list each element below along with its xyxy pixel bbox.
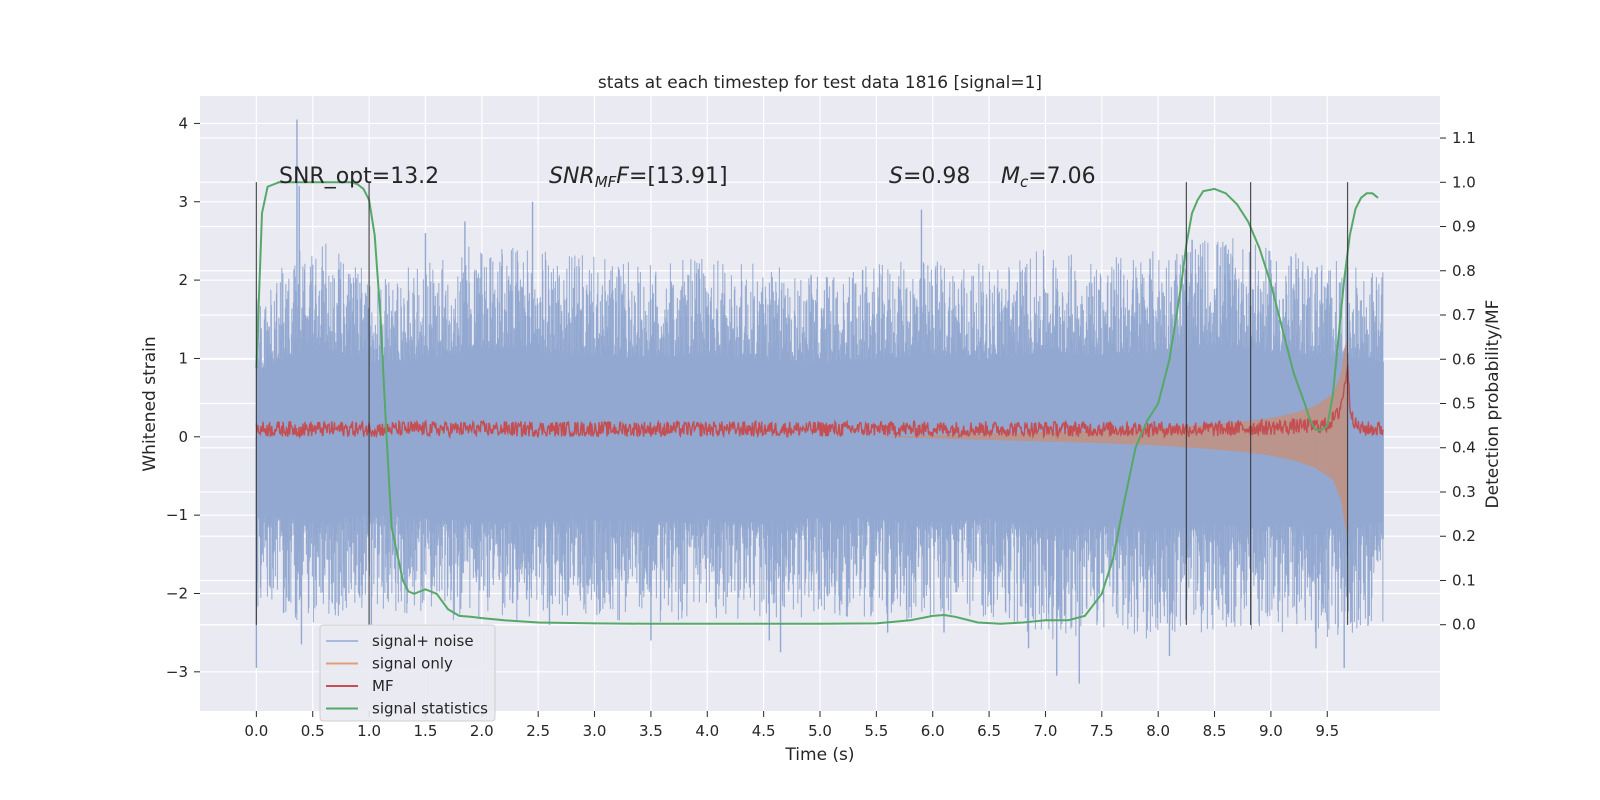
x-tick-label: 7.5 [1090, 722, 1114, 740]
x-tick-label: 6.5 [977, 722, 1001, 740]
y-tick-label: −2 [166, 584, 188, 602]
annotation-snr-mf-rest: =[13.91] [629, 164, 728, 189]
legend-items: signal+ noise signal only MF signal statist… [326, 632, 488, 718]
y2-tick-label: 0.8 [1452, 262, 1476, 280]
y2-tick-label: 0.5 [1452, 395, 1476, 413]
y2-tick-label: 1.0 [1452, 173, 1476, 191]
x-tick-label: 7.0 [1034, 722, 1058, 740]
series-signal-only [876, 334, 1348, 539]
annotation-mc-name: M [1001, 164, 1020, 189]
annotation-mc-sub: c [1020, 173, 1029, 191]
x-tick-label: 3.5 [639, 722, 663, 740]
y-tick-label: 0 [178, 428, 188, 446]
y-tick-label: −1 [166, 506, 188, 524]
annotation-snr-mf-sub: MF [595, 173, 617, 191]
x-tick-label: 9.0 [1259, 722, 1283, 740]
mf-line [255, 364, 1384, 440]
y2-tick-label: 0.1 [1452, 571, 1476, 589]
marker-lines [255, 182, 1349, 625]
y2-tick-label: 0.9 [1452, 218, 1476, 236]
x-tick-label: 3.0 [583, 722, 607, 740]
y2-tick-label: 0.2 [1452, 527, 1476, 545]
legend-box [319, 624, 496, 722]
y-tick-label: −3 [166, 663, 188, 681]
x-tick-label: 2.5 [526, 722, 550, 740]
annotation-s-name: S [889, 164, 903, 189]
annotation-s: S=0.98 [889, 164, 970, 189]
x-tick-label: 5.5 [864, 722, 888, 740]
legend: signal+ noise signal only MF signal statist… [319, 624, 496, 722]
signal-statistics-line [255, 181, 1379, 625]
x-tick-label: 1.0 [357, 722, 381, 740]
y2-tick-label: 0.0 [1452, 616, 1476, 634]
x-tick-label: 5.0 [808, 722, 832, 740]
legend-label: signal only [372, 655, 453, 673]
y-tick-label: 1 [178, 349, 188, 367]
x-tick-label: 4.5 [752, 722, 776, 740]
y2-tick-label: 0.4 [1452, 439, 1476, 457]
y-tick-label: 3 [178, 193, 188, 211]
y2-tick-label: 0.3 [1452, 483, 1476, 501]
x-tick-label: 0.0 [244, 722, 268, 740]
y2-tick-label: 0.6 [1452, 350, 1476, 368]
y2-tick-label: 0.7 [1452, 306, 1476, 324]
chart-title: stats at each timestep for test data 181… [598, 73, 1042, 93]
legend-label: signal statistics [372, 700, 488, 718]
x-tick-label: 6.0 [921, 722, 945, 740]
annotation-snr-mf-f: F [616, 164, 629, 189]
legend-label: signal+ noise [372, 632, 474, 650]
ticks: 0.0 0.5 1.0 1.5 2.0 2.5 3.0 3.5 4.0 4.5 5.0 5.5 6.0 6… [166, 114, 1476, 740]
x-tick-label: 9.5 [1315, 722, 1339, 740]
series-layer [255, 119, 1384, 684]
y-axis-label: Whitened strain [140, 336, 160, 471]
x-tick-label: 2.0 [470, 722, 494, 740]
x-tick-label: 0.5 [301, 722, 325, 740]
x-tick-label: 8.0 [1146, 722, 1170, 740]
y-tick-label: 4 [178, 114, 188, 132]
x-tick-label: 8.5 [1203, 722, 1227, 740]
signal-only-envelope [876, 334, 1348, 539]
y2-axis-label: Detection probability/MF [1483, 300, 1503, 509]
annotation-snr-mf-name: SNR [549, 164, 595, 189]
annotation-snr-mf: SNRMFF=[13.91] [549, 164, 728, 191]
annotation-s-rest: =0.98 [903, 164, 970, 189]
y2-tick-label: 1.1 [1452, 129, 1476, 147]
annotation-mc: Mc=7.06 [1001, 164, 1096, 191]
series-mf [255, 364, 1384, 440]
y-tick-label: 2 [178, 271, 188, 289]
annotation-mc-rest: =7.06 [1028, 164, 1095, 189]
annotation-snr-opt: SNR_opt=13.2 [279, 164, 439, 189]
x-tick-label: 4.0 [695, 722, 719, 740]
legend-label: MF [372, 677, 394, 695]
x-axis-label: Time (s) [784, 745, 854, 765]
x-tick-label: 1.5 [414, 722, 438, 740]
series-signal-statistics [255, 181, 1379, 625]
